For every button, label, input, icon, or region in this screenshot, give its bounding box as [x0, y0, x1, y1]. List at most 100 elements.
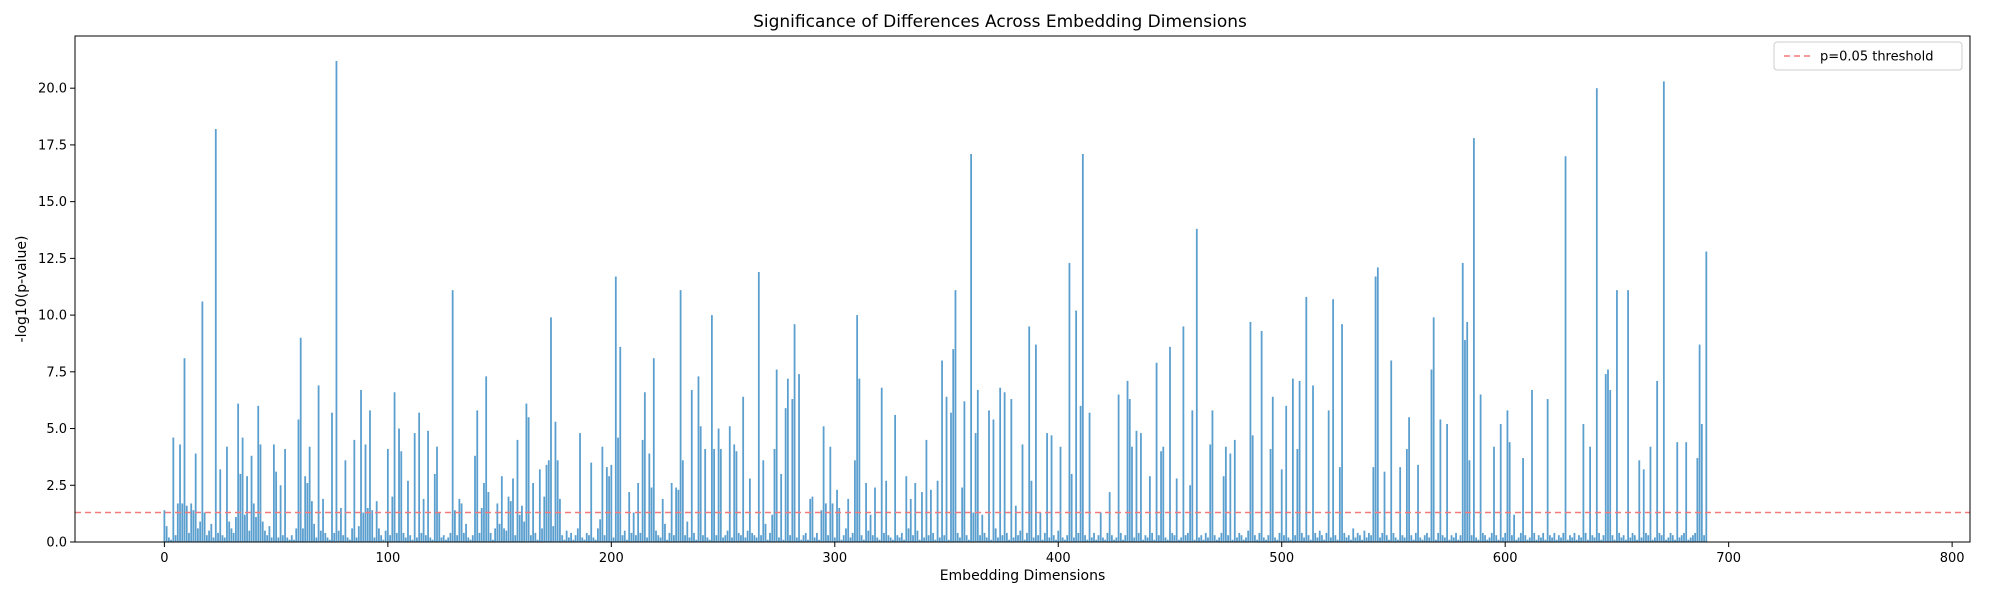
bar — [1519, 532, 1522, 542]
bar — [1327, 410, 1330, 542]
bar — [856, 315, 859, 542]
bar — [1363, 530, 1366, 542]
bar — [1609, 389, 1612, 542]
bar — [440, 537, 443, 542]
bar — [1381, 532, 1384, 542]
bar — [1213, 535, 1216, 542]
bar — [1464, 340, 1466, 542]
bar — [353, 439, 356, 542]
bar — [1607, 369, 1609, 542]
bar — [628, 492, 631, 542]
bar — [416, 537, 418, 542]
bar — [1685, 442, 1688, 542]
bar — [1437, 532, 1440, 542]
bar — [1676, 442, 1679, 542]
bar — [1412, 539, 1415, 542]
bar — [411, 539, 414, 542]
bar — [288, 539, 291, 542]
bar — [1627, 290, 1629, 542]
bar — [1084, 535, 1086, 542]
bar — [1229, 453, 1232, 542]
bar — [1640, 537, 1643, 542]
bar — [1233, 439, 1236, 542]
bar — [1511, 535, 1513, 542]
bar — [485, 376, 488, 542]
bar — [1115, 537, 1118, 542]
bar — [1162, 446, 1165, 542]
bar — [538, 469, 541, 542]
bar — [1278, 532, 1281, 542]
bar — [632, 512, 635, 542]
bar — [250, 455, 253, 542]
bar — [1658, 532, 1661, 542]
bar — [1010, 399, 1013, 542]
bar — [1703, 535, 1705, 542]
bar — [1546, 399, 1549, 542]
bar — [1616, 290, 1618, 542]
bar — [690, 389, 693, 542]
bar — [310, 501, 313, 542]
bar — [916, 530, 919, 542]
bar — [395, 532, 398, 542]
bar — [500, 476, 503, 542]
bar — [950, 412, 952, 542]
bar — [1218, 537, 1221, 542]
bar — [1553, 532, 1556, 542]
bar — [1408, 417, 1410, 542]
bar — [1137, 532, 1140, 542]
bar — [762, 460, 765, 542]
bar — [1624, 539, 1627, 542]
bar — [936, 480, 939, 542]
plot-frame — [74, 35, 1971, 543]
chart-title: Significance of Differences Across Embed… — [753, 12, 1247, 32]
bar — [1537, 535, 1540, 542]
bar — [1035, 344, 1037, 542]
bar — [652, 358, 655, 542]
bar — [1602, 535, 1605, 542]
plot-area — [75, 60, 1970, 543]
bar — [1052, 535, 1055, 542]
bar — [1426, 532, 1428, 542]
bar — [967, 539, 970, 542]
bar — [1037, 535, 1040, 542]
bar — [1352, 528, 1355, 542]
bar — [1090, 537, 1093, 542]
bar — [181, 503, 184, 542]
bar — [302, 528, 304, 542]
bar — [997, 537, 999, 542]
bar — [1276, 539, 1279, 542]
bar — [1204, 532, 1207, 542]
bar — [277, 537, 280, 542]
bar — [681, 460, 684, 542]
bar — [1321, 535, 1323, 542]
bar — [340, 507, 342, 542]
bar — [1059, 446, 1062, 542]
bar — [1397, 539, 1399, 542]
bar — [722, 537, 724, 542]
bar — [757, 271, 760, 542]
bar — [438, 512, 441, 542]
bar — [384, 530, 387, 542]
bar — [635, 535, 637, 542]
bar — [1490, 532, 1493, 542]
bar — [892, 539, 894, 542]
bar — [1318, 530, 1321, 542]
bar — [445, 539, 447, 542]
bar — [545, 464, 548, 542]
bar — [860, 535, 863, 542]
bar — [547, 460, 550, 542]
bar — [1262, 537, 1265, 542]
bar — [1649, 446, 1652, 542]
bar — [804, 532, 807, 542]
bar — [413, 433, 416, 542]
x-tick-label: 800 — [1940, 551, 1965, 566]
bar — [1249, 321, 1252, 542]
bar — [1178, 539, 1180, 542]
bar — [1271, 396, 1274, 542]
bar — [1019, 530, 1022, 542]
bar — [1586, 539, 1589, 542]
bar — [1376, 267, 1379, 542]
bar — [1211, 410, 1214, 542]
bar — [1448, 539, 1451, 542]
bar — [1164, 537, 1167, 542]
